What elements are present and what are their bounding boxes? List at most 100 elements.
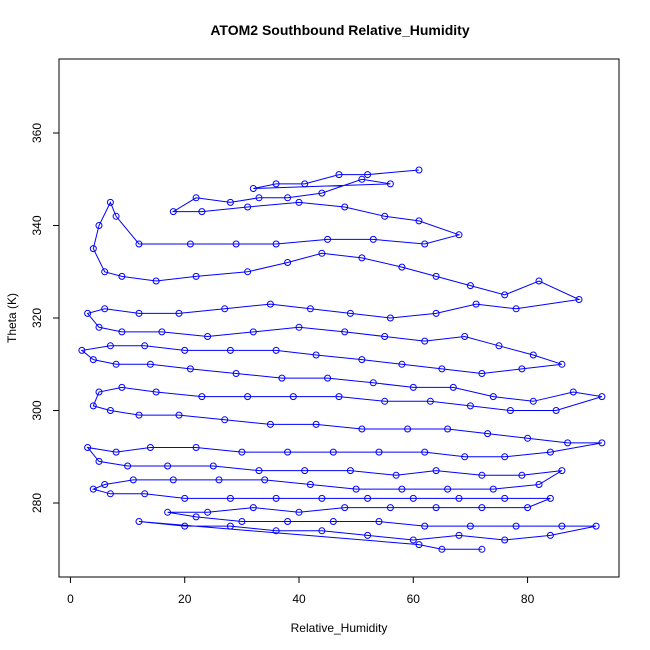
data-point	[438, 545, 446, 553]
data-point	[244, 393, 252, 401]
data-point	[306, 481, 314, 488]
data-point	[449, 383, 457, 391]
data-point	[501, 536, 509, 544]
x-tick-label: 40	[292, 592, 306, 606]
series-line	[80, 169, 603, 550]
data-point	[295, 198, 303, 206]
data-point	[255, 467, 263, 475]
data-point	[146, 444, 154, 451]
data-point	[266, 300, 274, 308]
data-point	[546, 531, 554, 539]
data-point	[558, 467, 566, 475]
data-point	[444, 425, 452, 433]
data-point	[89, 245, 97, 253]
data-point	[295, 323, 303, 331]
data-point	[278, 374, 286, 382]
data-point	[398, 263, 406, 271]
data-point	[346, 309, 354, 317]
data-point	[89, 402, 97, 410]
data-point	[358, 175, 366, 183]
data-point	[306, 305, 314, 313]
data-point	[204, 333, 212, 340]
data-point	[324, 374, 332, 382]
data-point	[546, 494, 554, 502]
y-tick-label: 300	[30, 400, 44, 420]
data-point	[89, 356, 97, 364]
data-point	[192, 513, 200, 521]
data-point	[169, 476, 177, 484]
data-point	[466, 522, 474, 530]
data-point	[169, 208, 177, 216]
y-axis: 280 300 320 340 360	[30, 123, 59, 513]
data-point	[341, 203, 349, 211]
data-point	[495, 342, 503, 350]
data-point	[95, 457, 103, 465]
data-point	[181, 522, 189, 530]
y-tick-label: 360	[30, 123, 44, 143]
data-point	[198, 393, 206, 401]
data-point	[381, 397, 389, 405]
data-point	[272, 346, 280, 354]
data-point	[564, 439, 572, 447]
data-point	[95, 222, 103, 229]
data-point	[238, 518, 246, 525]
data-point	[152, 388, 160, 396]
data-point	[232, 370, 240, 377]
data-point	[135, 309, 143, 317]
y-axis-label: Theta (K)	[5, 293, 19, 343]
data-point	[386, 504, 394, 512]
data-point	[398, 485, 406, 493]
data-point	[524, 434, 532, 442]
data-point	[329, 448, 337, 456]
data-point	[569, 388, 577, 396]
data-point	[421, 240, 429, 248]
data-point	[438, 365, 446, 373]
data-point	[455, 494, 463, 502]
x-tick-label: 60	[407, 592, 421, 606]
data-point	[421, 448, 429, 456]
data-point	[478, 545, 486, 553]
data-point	[341, 328, 349, 336]
x-tick-label: 20	[178, 592, 192, 606]
data-point	[466, 282, 474, 290]
data-point	[444, 485, 452, 493]
data-point	[255, 194, 263, 202]
data-point	[478, 471, 486, 479]
data-point	[284, 518, 292, 525]
data-point	[112, 448, 120, 456]
data-point	[381, 333, 389, 340]
data-point	[432, 309, 440, 317]
data-point	[364, 531, 372, 539]
data-point	[381, 212, 389, 220]
data-point	[289, 393, 297, 401]
data-point	[164, 462, 172, 470]
data-point	[598, 439, 606, 447]
data-point	[272, 180, 280, 188]
data-point	[175, 309, 183, 317]
data-point	[489, 485, 497, 493]
data-point	[318, 189, 326, 197]
data-point	[112, 360, 120, 368]
data-point	[455, 531, 463, 539]
data-point	[101, 305, 109, 313]
data-point	[192, 194, 200, 202]
data-point	[135, 411, 143, 419]
data-point	[106, 342, 114, 350]
data-point	[369, 379, 377, 387]
data-point	[506, 407, 514, 414]
data-point	[95, 323, 103, 331]
data-point	[118, 328, 126, 336]
data-point	[135, 240, 143, 248]
data-point	[598, 393, 606, 401]
data-point	[124, 462, 132, 470]
data-point	[421, 337, 429, 345]
data-point	[152, 277, 160, 285]
data-point	[455, 231, 463, 239]
data-point	[272, 527, 280, 535]
data-point	[392, 471, 400, 479]
plot-frame	[58, 58, 620, 578]
data-point	[575, 296, 583, 303]
data-point	[558, 522, 566, 530]
data-point	[101, 268, 109, 276]
